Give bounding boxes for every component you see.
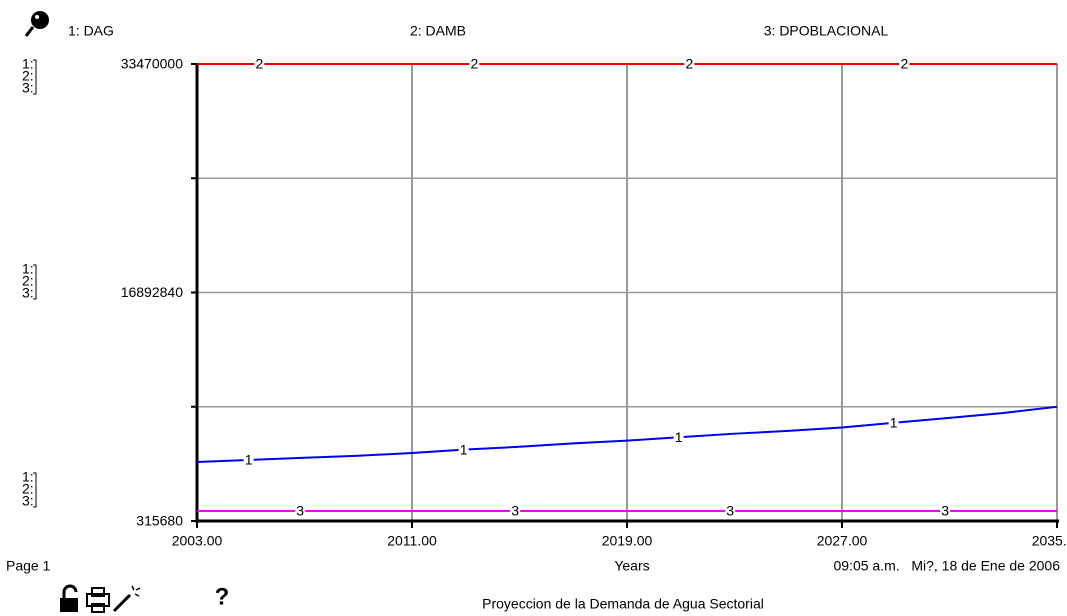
legend-entry: 1: DAG [68,23,114,39]
x-tick-label: 2011.00 [387,533,437,549]
axis-key: 3: [22,80,34,96]
timestamp: 09:05 a.m. Mi?, 18 de Ene de 2006 [834,558,1061,574]
series-line [196,405,1058,463]
marker-bg [295,503,306,520]
marker-bg [940,503,951,520]
marker-bg [888,414,899,431]
page-label: Page 1 [6,558,51,574]
marker-bg [243,451,254,468]
legend-entry: 2: DAMB [410,23,466,39]
axis-key-bracket [33,472,37,508]
axis-key: 2: [22,481,34,497]
legend-entry: 3: DPOBLACIONAL [764,23,889,39]
help-icon[interactable]: ? [215,583,230,610]
marker-bg [510,503,521,520]
series-marker: 1 [460,441,468,457]
axis-key-bracket [33,59,37,95]
footer-title: Proyeccion de la Demanda de Agua Sectori… [482,596,764,612]
x-tick-label: 2019.00 [602,533,653,549]
y-tick-label: 315680 [136,513,183,529]
marker-bg [458,441,469,458]
series-marker: 2 [470,56,478,72]
marker-bg [673,429,684,446]
marker-bg [469,56,480,72]
x-axis-label: Years [614,558,649,574]
axis-key: 1: [22,56,34,72]
axis-key: 1: [22,261,34,277]
marker-bg [725,503,736,520]
x-tick-label: 2035.00 [1032,533,1067,549]
series-marker: 2 [900,56,908,72]
series-marker: 1 [675,429,683,445]
y-tick-label: 16892840 [121,284,184,300]
series-marker: 2 [685,56,693,72]
axis-key-bracket [33,264,37,300]
axis-key: 3: [22,493,34,509]
series-marker: 3 [726,503,734,519]
axis-key: 2: [22,68,34,84]
axis-key: 2: [22,273,34,289]
series-marker: 3 [511,503,519,519]
series-marker: 1 [890,415,898,431]
marker-bg [684,56,695,72]
series-marker: 3 [941,503,949,519]
wand-icon[interactable] [112,585,141,613]
lock-icon[interactable] [60,584,78,612]
x-tick-label: 2003.00 [172,533,223,549]
series-marker: 2 [255,56,263,72]
y-tick-label: 33470000 [121,56,184,72]
series-marker: 3 [296,503,304,519]
marker-bg [254,56,265,72]
print-icon[interactable] [86,587,110,613]
axis-key: 3: [22,285,34,301]
series-marker: 1 [245,452,253,468]
toolbar: ? [60,583,230,613]
marker-bg [899,56,910,72]
axis-key: 1: [22,469,34,485]
pin-icon[interactable] [24,11,49,37]
x-tick-label: 2027.00 [817,533,868,549]
